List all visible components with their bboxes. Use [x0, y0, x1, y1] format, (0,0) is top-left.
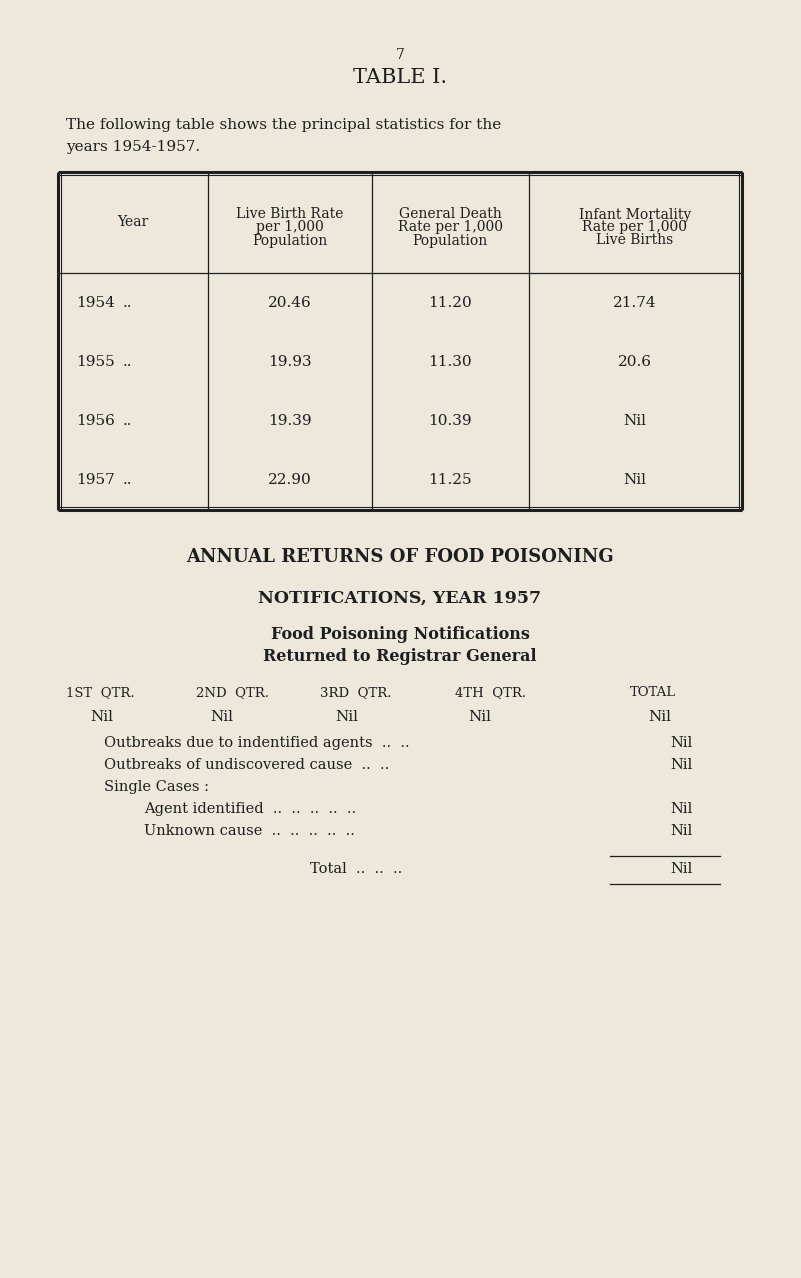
- Text: ..: ..: [123, 414, 132, 428]
- Text: Nil: Nil: [623, 414, 646, 428]
- Text: Outbreaks of undiscovered cause  ..  ..: Outbreaks of undiscovered cause .. ..: [104, 758, 389, 772]
- Text: Year: Year: [118, 216, 149, 230]
- Text: 11.25: 11.25: [429, 473, 472, 487]
- Text: Single Cases :: Single Cases :: [104, 780, 209, 794]
- Text: Infant Mortality: Infant Mortality: [579, 207, 691, 221]
- Text: 11.30: 11.30: [429, 355, 472, 369]
- Text: Total  ..  ..  ..: Total .. .. ..: [310, 861, 402, 875]
- Text: Nil: Nil: [670, 758, 692, 772]
- Text: 1955: 1955: [76, 355, 115, 369]
- Text: Rate per 1,000: Rate per 1,000: [397, 221, 502, 234]
- Text: per 1,000: per 1,000: [256, 221, 324, 234]
- Text: 1957: 1957: [76, 473, 115, 487]
- Text: 22.90: 22.90: [268, 473, 312, 487]
- Text: 20.46: 20.46: [268, 295, 312, 309]
- Text: Nil: Nil: [90, 711, 113, 725]
- Text: NOTIFICATIONS, YEAR 1957: NOTIFICATIONS, YEAR 1957: [259, 590, 541, 607]
- Text: The following table shows the principal statistics for the: The following table shows the principal …: [66, 118, 501, 132]
- Text: 11.20: 11.20: [428, 295, 472, 309]
- Text: General Death: General Death: [399, 207, 501, 221]
- Text: 2ND  QTR.: 2ND QTR.: [196, 686, 269, 699]
- Text: Live Births: Live Births: [597, 234, 674, 248]
- Text: Outbreaks due to indentified agents  ..  ..: Outbreaks due to indentified agents .. .…: [104, 736, 409, 750]
- Text: Population: Population: [413, 234, 488, 248]
- Text: Unknown cause  ..  ..  ..  ..  ..: Unknown cause .. .. .. .. ..: [144, 824, 355, 838]
- Text: 20.6: 20.6: [618, 355, 652, 369]
- Text: Nil: Nil: [670, 803, 692, 815]
- Text: TABLE I.: TABLE I.: [353, 68, 447, 87]
- Text: ..: ..: [123, 473, 132, 487]
- Text: Live Birth Rate: Live Birth Rate: [236, 207, 344, 221]
- Text: Nil: Nil: [468, 711, 491, 725]
- Text: TOTAL: TOTAL: [630, 686, 676, 699]
- Text: 19.39: 19.39: [268, 414, 312, 428]
- Text: 1ST  QTR.: 1ST QTR.: [66, 686, 135, 699]
- Text: Rate per 1,000: Rate per 1,000: [582, 221, 687, 234]
- Text: Nil: Nil: [210, 711, 233, 725]
- Text: years 1954-1957.: years 1954-1957.: [66, 141, 200, 155]
- Text: ..: ..: [123, 295, 132, 309]
- Text: 19.93: 19.93: [268, 355, 312, 369]
- Text: ..: ..: [123, 355, 132, 369]
- Text: 10.39: 10.39: [429, 414, 472, 428]
- Text: 3RD  QTR.: 3RD QTR.: [320, 686, 392, 699]
- Text: Agent identified  ..  ..  ..  ..  ..: Agent identified .. .. .. .. ..: [144, 803, 356, 815]
- Text: Food Poisoning Notifications: Food Poisoning Notifications: [271, 626, 529, 643]
- Text: Nil: Nil: [335, 711, 358, 725]
- Text: Nil: Nil: [670, 861, 692, 875]
- Text: 1956: 1956: [76, 414, 115, 428]
- Text: Population: Population: [252, 234, 328, 248]
- Text: 1954: 1954: [76, 295, 115, 309]
- Text: Nil: Nil: [648, 711, 671, 725]
- Text: Nil: Nil: [670, 736, 692, 750]
- Text: Nil: Nil: [623, 473, 646, 487]
- Text: ANNUAL RETURNS OF FOOD POISONING: ANNUAL RETURNS OF FOOD POISONING: [186, 548, 614, 566]
- Text: 21.74: 21.74: [614, 295, 657, 309]
- Text: Returned to Registrar General: Returned to Registrar General: [264, 648, 537, 665]
- Text: 4TH  QTR.: 4TH QTR.: [455, 686, 526, 699]
- Text: 7: 7: [396, 49, 405, 63]
- Text: Nil: Nil: [670, 824, 692, 838]
